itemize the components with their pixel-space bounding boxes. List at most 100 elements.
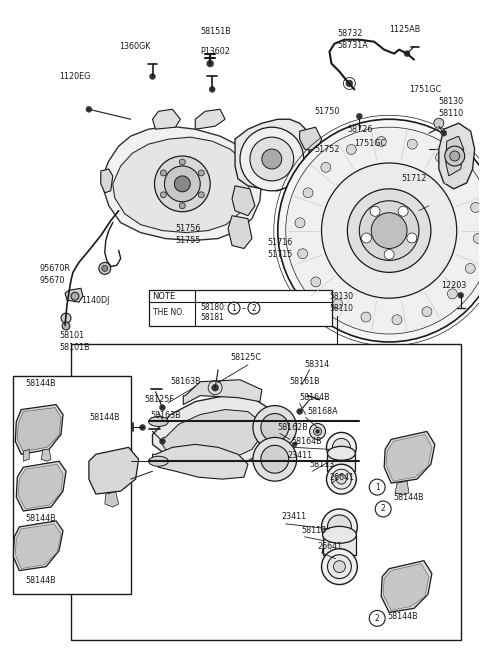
Circle shape <box>441 130 447 136</box>
Circle shape <box>465 263 475 273</box>
Polygon shape <box>300 169 322 191</box>
Circle shape <box>435 152 445 162</box>
Text: 2: 2 <box>381 504 385 514</box>
Circle shape <box>395 156 405 166</box>
Circle shape <box>322 163 457 298</box>
Polygon shape <box>386 434 432 481</box>
Polygon shape <box>384 432 435 483</box>
Text: 26641: 26641 <box>329 473 355 482</box>
Circle shape <box>292 442 297 447</box>
Circle shape <box>369 611 385 627</box>
Polygon shape <box>65 289 83 302</box>
Text: 51715: 51715 <box>268 250 293 259</box>
Circle shape <box>356 114 362 120</box>
Circle shape <box>450 151 460 161</box>
Text: 2: 2 <box>252 304 256 313</box>
Circle shape <box>347 144 356 154</box>
Text: 1: 1 <box>375 482 380 492</box>
Text: 58163B: 58163B <box>170 377 201 386</box>
Circle shape <box>262 149 282 169</box>
Circle shape <box>253 405 297 450</box>
Text: 51712: 51712 <box>401 174 426 184</box>
Circle shape <box>368 173 400 205</box>
Circle shape <box>295 218 305 228</box>
Circle shape <box>391 146 397 152</box>
Polygon shape <box>105 492 119 507</box>
Polygon shape <box>153 110 180 129</box>
Circle shape <box>375 501 391 517</box>
Polygon shape <box>113 137 250 232</box>
Circle shape <box>360 201 419 261</box>
Text: 58130: 58130 <box>329 292 354 301</box>
Text: 95670: 95670 <box>39 276 64 285</box>
Text: 58151B: 58151B <box>200 27 231 36</box>
Circle shape <box>376 181 392 197</box>
Circle shape <box>198 170 204 176</box>
Circle shape <box>315 430 320 434</box>
Text: 58168A: 58168A <box>308 407 338 416</box>
Text: 1: 1 <box>232 304 237 313</box>
Circle shape <box>348 184 357 194</box>
Polygon shape <box>228 216 252 248</box>
Bar <box>13 376 131 595</box>
Bar <box>349 129 369 167</box>
Circle shape <box>322 548 357 584</box>
Text: NOTE: NOTE <box>153 292 176 301</box>
Text: 58113: 58113 <box>310 460 335 469</box>
Circle shape <box>61 313 71 323</box>
Text: 58161B: 58161B <box>290 377 320 386</box>
Text: 58144B: 58144B <box>393 492 424 502</box>
Circle shape <box>327 554 351 578</box>
Circle shape <box>180 203 185 208</box>
Circle shape <box>458 292 464 298</box>
Circle shape <box>212 384 218 391</box>
Ellipse shape <box>327 446 355 460</box>
Circle shape <box>261 446 288 473</box>
Polygon shape <box>381 560 432 613</box>
Text: 58144B: 58144B <box>89 413 120 422</box>
Polygon shape <box>15 405 63 454</box>
Text: 1125AB: 1125AB <box>389 25 420 34</box>
Ellipse shape <box>148 417 168 426</box>
Text: 2: 2 <box>375 614 380 623</box>
Circle shape <box>102 265 108 271</box>
Bar <box>323 535 356 554</box>
Polygon shape <box>244 143 298 181</box>
Circle shape <box>426 146 432 152</box>
Text: 58101: 58101 <box>59 331 84 341</box>
Polygon shape <box>439 123 475 189</box>
Text: 58130: 58130 <box>439 97 464 106</box>
Circle shape <box>159 438 166 444</box>
Polygon shape <box>18 464 63 509</box>
Circle shape <box>165 166 200 202</box>
Text: 58732: 58732 <box>337 29 363 38</box>
Polygon shape <box>16 462 66 511</box>
Circle shape <box>86 106 92 112</box>
Text: 58164B: 58164B <box>292 437 323 446</box>
Text: 58144B: 58144B <box>387 612 418 621</box>
Text: 51756: 51756 <box>175 224 201 233</box>
Text: 58180: 58180 <box>200 303 224 312</box>
Circle shape <box>71 292 79 300</box>
Circle shape <box>334 560 346 572</box>
Circle shape <box>470 202 480 212</box>
Text: 12203: 12203 <box>441 281 466 290</box>
Circle shape <box>313 428 322 436</box>
Text: 51755: 51755 <box>175 236 201 245</box>
Text: 58181: 58181 <box>200 313 224 321</box>
Text: 1140DJ: 1140DJ <box>81 296 109 305</box>
Circle shape <box>333 438 350 456</box>
Circle shape <box>336 474 347 484</box>
Circle shape <box>348 189 431 273</box>
Circle shape <box>346 80 353 87</box>
Circle shape <box>363 156 373 166</box>
Circle shape <box>248 302 260 314</box>
Circle shape <box>198 192 204 198</box>
Circle shape <box>159 405 166 411</box>
Circle shape <box>371 212 407 248</box>
Circle shape <box>434 118 444 128</box>
Text: 58144B: 58144B <box>25 379 56 388</box>
Circle shape <box>297 409 302 415</box>
Circle shape <box>240 127 304 191</box>
Circle shape <box>261 413 288 442</box>
